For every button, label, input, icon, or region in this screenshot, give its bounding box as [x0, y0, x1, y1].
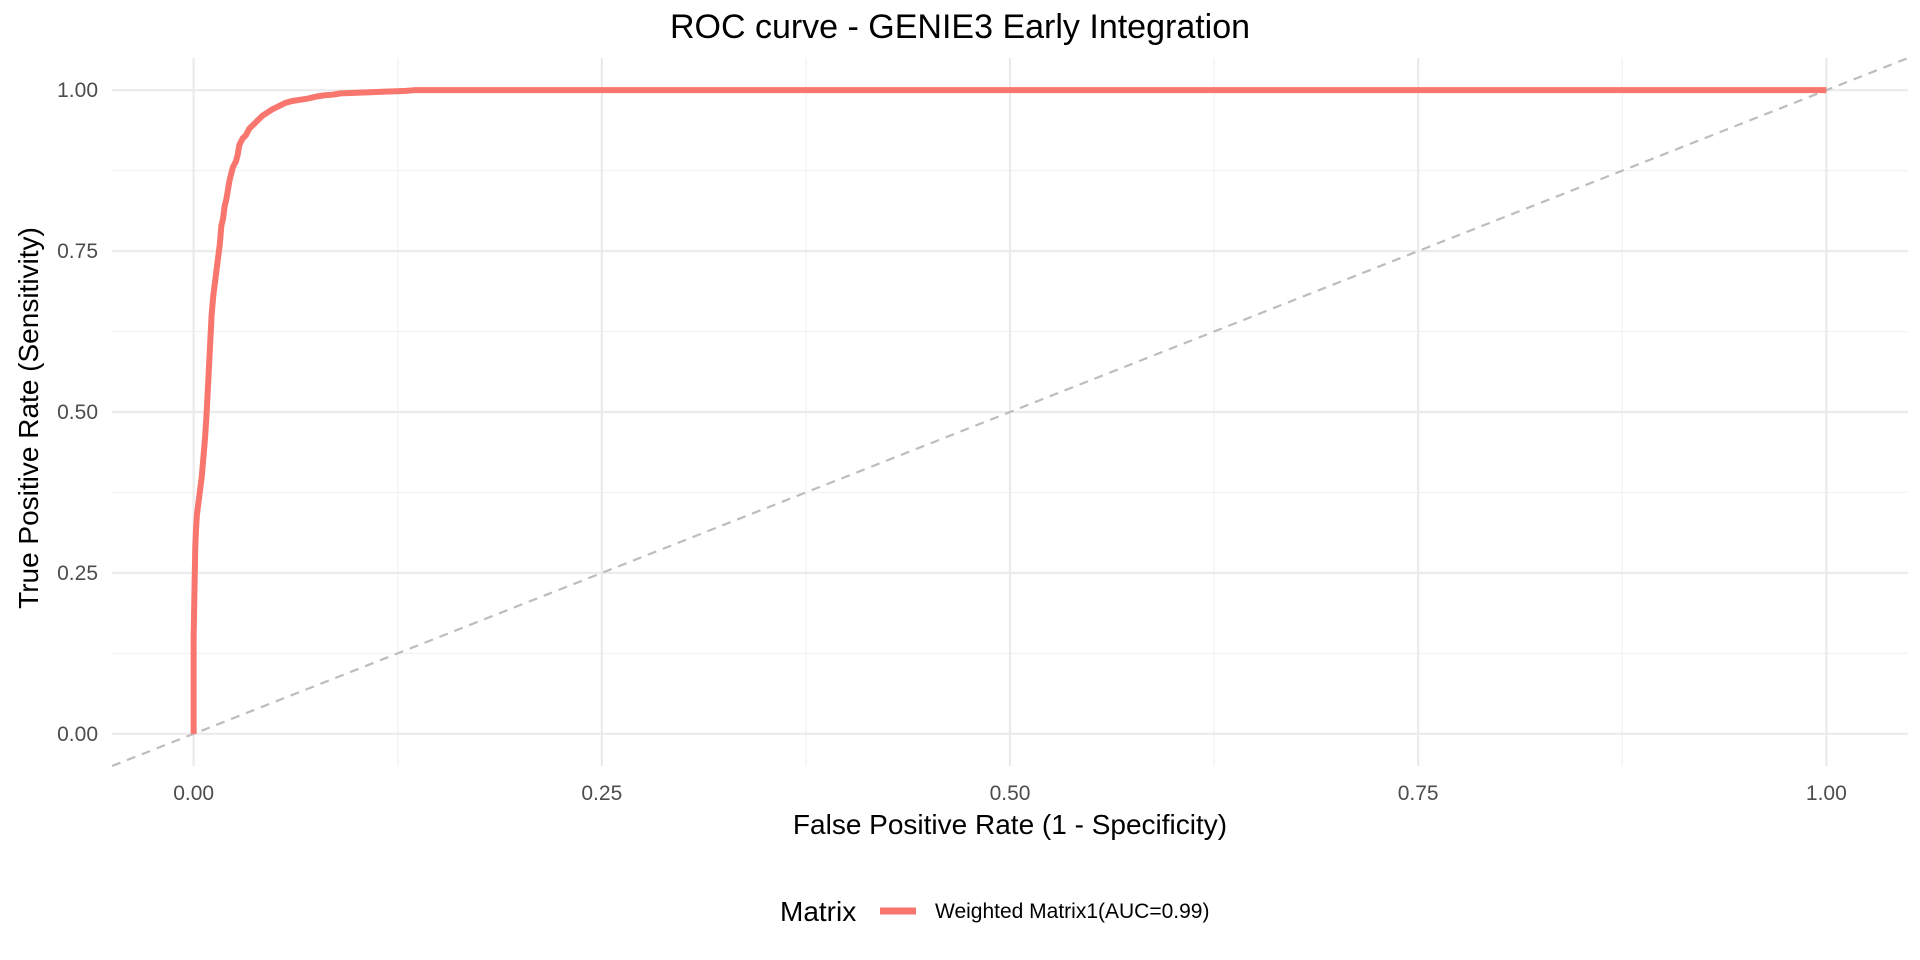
x-tick-label-2: 0.50: [990, 782, 1031, 805]
y-tick-label-1: 0.25: [57, 562, 98, 585]
reference-line-layer: [111, 56, 1909, 768]
chart-title: ROC curve - GENIE3 Early Integration: [670, 8, 1250, 46]
y-tick-label-0: 0.00: [57, 723, 98, 746]
legend: Matrix Weighted Matrix1(AUC=0.99): [780, 896, 1209, 927]
roc-series-line-1: [190, 87, 1827, 734]
x-tick-label-0: 0.00: [173, 782, 214, 805]
y-tick-label-3: 0.75: [57, 240, 98, 263]
x-axis-title: False Positive Rate (1 - Specificity): [793, 809, 1227, 840]
tick-labels-layer: 0.00 0.25 0.50 0.75 1.00 0.00 0.25 0.50 0.75 1.00: [57, 79, 1847, 805]
y-tick-label-4: 1.00: [57, 79, 98, 102]
reference-diagonal-line: [111, 56, 1909, 768]
series-layer: [190, 87, 1827, 734]
x-tick-label-1: 0.25: [581, 782, 622, 805]
y-tick-label-2: 0.50: [57, 401, 98, 424]
y-axis-title: True Positive Rate (Sensitivity): [13, 227, 44, 609]
legend-title: Matrix: [780, 896, 856, 927]
x-tick-label-4: 1.00: [1806, 782, 1847, 805]
x-tick-label-3: 0.75: [1398, 782, 1439, 805]
legend-label-series-1: Weighted Matrix1(AUC=0.99): [935, 900, 1209, 923]
